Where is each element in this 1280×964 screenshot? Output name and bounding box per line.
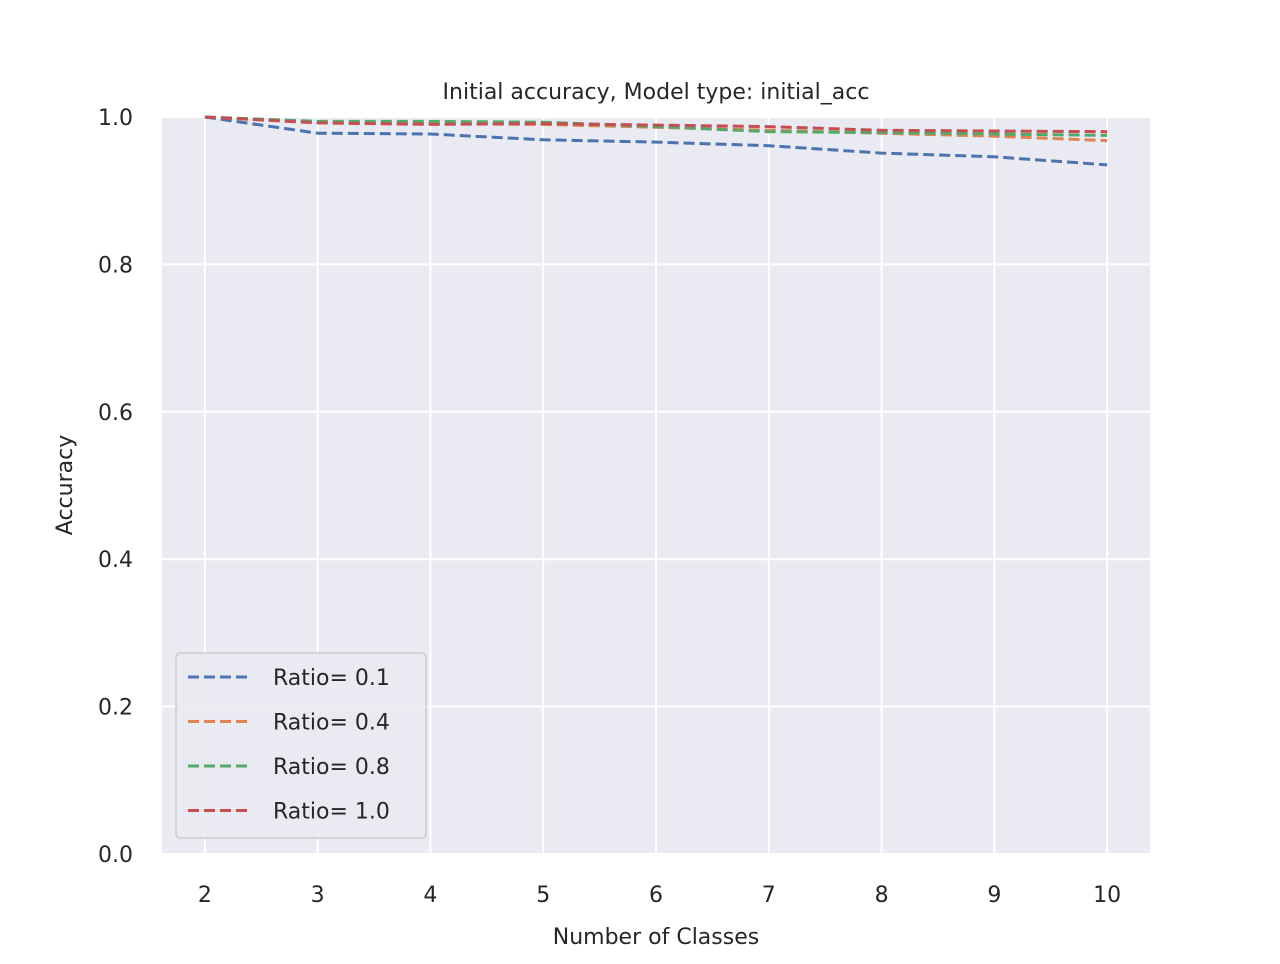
y-axis-label: Accuracy bbox=[53, 435, 78, 535]
y-tick-label: 0.4 bbox=[98, 548, 133, 573]
y-tick-label: 1.0 bbox=[98, 106, 133, 131]
x-axis-label: Number of Classes bbox=[553, 925, 759, 950]
y-tick-label: 0.0 bbox=[98, 843, 133, 868]
y-tick-label: 0.6 bbox=[98, 401, 133, 426]
legend-label: Ratio= 1.0 bbox=[273, 800, 390, 825]
legend-label: Ratio= 0.1 bbox=[273, 666, 390, 691]
x-tick-label: 5 bbox=[536, 883, 550, 908]
legend-box bbox=[175, 652, 427, 839]
series-line bbox=[204, 115, 1108, 167]
legend: Ratio= 0.1 Ratio= 0.4 Ratio= 0.8 Ratio= 1.0 bbox=[175, 652, 427, 839]
x-tick-label: 7 bbox=[762, 883, 776, 908]
legend-label: Ratio= 0.4 bbox=[273, 711, 390, 736]
series-lines bbox=[204, 115, 1108, 167]
x-tick-label: 10 bbox=[1093, 883, 1121, 908]
x-tick-label: 8 bbox=[875, 883, 889, 908]
x-tick-label: 9 bbox=[987, 883, 1001, 908]
y-tick-label: 0.8 bbox=[98, 253, 133, 278]
y-tick-labels: 0.0 0.2 0.4 0.6 0.8 1.0 bbox=[98, 106, 133, 868]
x-tick-labels: 2 3 4 5 6 7 8 9 10 bbox=[198, 883, 1121, 908]
y-tick-label: 0.2 bbox=[98, 696, 133, 721]
x-tick-label: 6 bbox=[649, 883, 663, 908]
chart-title: Initial accuracy, Model type: initial_ac… bbox=[443, 80, 870, 105]
series-line bbox=[204, 115, 1108, 134]
x-tick-label: 3 bbox=[311, 883, 325, 908]
legend-label: Ratio= 0.8 bbox=[273, 755, 390, 780]
x-tick-label: 4 bbox=[423, 883, 437, 908]
x-tick-label: 2 bbox=[198, 883, 212, 908]
grid-lines bbox=[162, 116, 1150, 855]
